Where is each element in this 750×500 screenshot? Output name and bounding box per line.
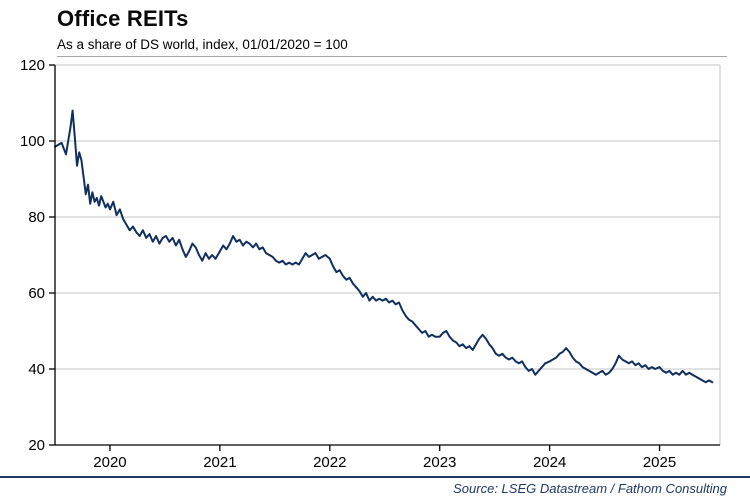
x-tick-label: 2025 — [643, 454, 676, 471]
source-credit: Source: LSEG Datastream / Fathom Consult… — [453, 481, 727, 496]
line-series — [54, 109, 714, 384]
x-tick-label: 2022 — [313, 454, 346, 471]
y-tick-label: 60 — [28, 285, 45, 302]
y-tick-label: 40 — [28, 361, 45, 378]
page-title: Office REITs — [57, 6, 189, 31]
y-tick-label: 100 — [20, 133, 45, 150]
x-tick-label: 2023 — [423, 454, 456, 471]
subtitle-divider — [57, 56, 727, 57]
y-tick-label: 120 — [20, 57, 45, 74]
chart-subtitle: As a share of DS world, index, 01/01/202… — [57, 37, 348, 52]
x-tick-label: 2020 — [93, 454, 126, 471]
x-tick-label: 2021 — [203, 454, 236, 471]
y-tick-label: 20 — [28, 437, 45, 454]
source-divider — [0, 476, 750, 478]
x-tick-label: 2024 — [533, 454, 566, 471]
y-tick-label: 80 — [28, 209, 45, 226]
